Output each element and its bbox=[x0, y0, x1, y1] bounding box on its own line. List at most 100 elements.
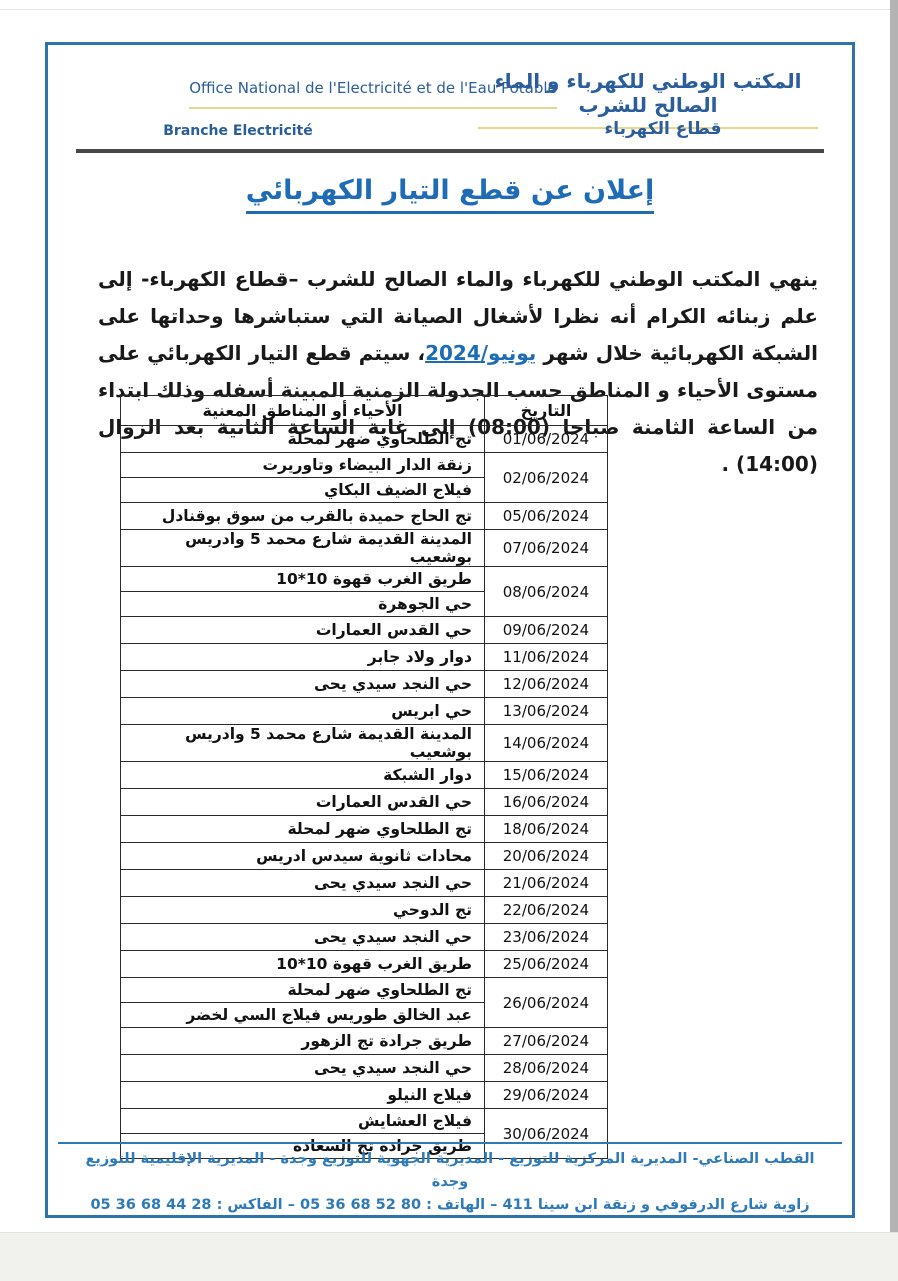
date-cell: 08/06/2024 bbox=[484, 566, 608, 617]
areas-column-header: الأحياء أو المناطق المعنية bbox=[120, 395, 485, 426]
date-cell: 29/06/2024 bbox=[484, 1081, 608, 1109]
area-cell: تج الدوحي bbox=[120, 896, 485, 924]
table-header-row: التاريخ الأحياء أو المناطق المعنية bbox=[120, 395, 608, 426]
area-cell: عبد الخالق طوريس فيلاج السي لخضر bbox=[120, 1002, 485, 1028]
table-row: فيلاج الضيف البكاي bbox=[120, 477, 608, 503]
area-cell: دوار ولاد جابر bbox=[120, 643, 485, 671]
branch-name-arabic: قطاع الكهرباء bbox=[604, 119, 722, 139]
branch-name-french: Branche Electricité bbox=[163, 123, 313, 139]
area-cell: تج الطلحاوي ضهر لمحلة bbox=[120, 815, 485, 843]
footer-fax-label: – الفاكس : bbox=[211, 1197, 300, 1213]
area-cell: فيلاج العشايش bbox=[120, 1108, 485, 1134]
footer-directorates-line: القطب الصناعي- المديرية المركزية للتوزيع… bbox=[85, 1151, 815, 1190]
date-column-header: التاريخ bbox=[484, 395, 608, 426]
table-row: 18/06/2024 تج الطلحاوي ضهر لمحلة bbox=[120, 815, 608, 843]
date-cell: 15/06/2024 bbox=[484, 761, 608, 789]
table-row: 21/06/2024 حي النجد سيدي يحى bbox=[120, 869, 608, 897]
outage-schedule-table: التاريخ الأحياء أو المناطق المعنية 01/06… bbox=[120, 395, 608, 1159]
org-name-french-text: Office National de l'Electricité et de l… bbox=[189, 79, 557, 109]
date-cell: 23/06/2024 bbox=[484, 923, 608, 951]
area-cell: فيلاج النيلو bbox=[120, 1081, 485, 1109]
area-cell: تج الطلحاوي ضهر لمحلة bbox=[120, 977, 485, 1003]
outage-table-body: 01/06/2024 تج الطلحاوي ضهر لمحلة 02/06/202… bbox=[120, 425, 608, 1159]
table-row: 05/06/2024 تج الحاج حميدة بالقرب من سوق ب… bbox=[120, 502, 608, 530]
date-cell: 16/06/2024 bbox=[484, 788, 608, 816]
area-cell: المدينة القديمة شارع محمد 5 وادريس بوشعي… bbox=[120, 529, 485, 567]
table-row: 02/06/2024 زنقة الدار البيضاء وتاوريرت bbox=[120, 452, 608, 503]
area-cell: زنقة الدار البيضاء وتاوريرت bbox=[120, 452, 485, 478]
area-cell: طريق جرادة تج الزهور bbox=[120, 1027, 485, 1055]
date-cell: 28/06/2024 bbox=[484, 1054, 608, 1082]
date-cell: 20/06/2024 bbox=[484, 842, 608, 870]
org-name-arabic: المكتب الوطني للكهرباء و الماء الصالح لل… bbox=[478, 69, 818, 129]
org-name-arabic-text: المكتب الوطني للكهرباء و الماء الصالح لل… bbox=[478, 69, 818, 129]
org-name-french: Office National de l'Electricité et de l… bbox=[123, 79, 623, 109]
date-cell: 12/06/2024 bbox=[484, 670, 608, 698]
footer: القطب الصناعي- المديرية المركزية للتوزيع… bbox=[68, 1148, 832, 1217]
page-title-text: إعلان عن قطع التيار الكهربائي bbox=[245, 175, 655, 214]
table-row: 30/06/2024 فيلاج العشايش bbox=[120, 1108, 608, 1159]
area-cell: حي النجد سيدي يحى bbox=[120, 869, 485, 897]
table-row: 20/06/2024 محادات ثانوية سيدس ادريس bbox=[120, 842, 608, 870]
table-row: 11/06/2024 دوار ولاد جابر bbox=[120, 643, 608, 671]
area-cell: طريق الغرب قهوة 10*10 bbox=[120, 950, 485, 978]
area-cell: تج الحاج حميدة بالقرب من سوق بوقنادل bbox=[120, 502, 485, 530]
area-cell: حي النجد سيدي يحى bbox=[120, 923, 485, 951]
date-cell: 18/06/2024 bbox=[484, 815, 608, 843]
date-cell: 01/06/2024 bbox=[484, 425, 608, 453]
area-cell: محادات ثانوية سيدس ادريس bbox=[120, 842, 485, 870]
table-row: 08/06/2024 طريق الغرب قهوة 10*10 bbox=[120, 566, 608, 617]
date-cell: 22/06/2024 bbox=[484, 896, 608, 924]
area-cell: فيلاج الضيف البكاي bbox=[120, 477, 485, 503]
date-cell: 13/06/2024 bbox=[484, 697, 608, 725]
date-cell: 25/06/2024 bbox=[484, 950, 608, 978]
footer-fax-number: 05 36 68 44 28 bbox=[90, 1197, 212, 1213]
date-cell: 30/06/2024 bbox=[484, 1108, 608, 1159]
footer-phone-number: 05 36 68 52 80 bbox=[300, 1197, 422, 1213]
date-cell: 07/06/2024 bbox=[484, 529, 608, 567]
area-cell: حي الجوهرة bbox=[120, 591, 485, 617]
table-row: 23/06/2024 حي النجد سيدي يحى bbox=[120, 923, 608, 951]
header-divider-rule bbox=[76, 149, 824, 153]
month-highlight: يونيو/2024 bbox=[425, 341, 537, 365]
date-cell: 09/06/2024 bbox=[484, 616, 608, 644]
table-row: 27/06/2024 طريق جرادة تج الزهور bbox=[120, 1027, 608, 1055]
area-cell: حي النجد سيدي يحى bbox=[120, 670, 485, 698]
footer-divider-rule bbox=[58, 1142, 842, 1144]
date-cell: 14/06/2024 bbox=[484, 724, 608, 762]
table-row: 13/06/2024 حي ابريس bbox=[120, 697, 608, 725]
table-row: 28/06/2024 حي النجد سيدي يحى bbox=[120, 1054, 608, 1082]
footer-address-line: زاوية شارع الدرفوفي و زنقة ابن سينا 411 … bbox=[68, 1194, 832, 1217]
page-title: إعلان عن قطع التيار الكهربائي bbox=[48, 175, 852, 214]
table-row: 26/06/2024 تج الطلحاوي ضهر لمحلة bbox=[120, 977, 608, 1028]
date-cell: 11/06/2024 bbox=[484, 643, 608, 671]
table-row: حي الجوهرة bbox=[120, 591, 608, 617]
table-row: 16/06/2024 حي القدس العمارات bbox=[120, 788, 608, 816]
table-row: طريق جرادة تج السعادة bbox=[120, 1133, 608, 1159]
area-cell: حي ابريس bbox=[120, 697, 485, 725]
table-row: 14/06/2024 المدينة القديمة شارع محمد 5 وا… bbox=[120, 724, 608, 762]
table-row: 15/06/2024 دوار الشبكة bbox=[120, 761, 608, 789]
date-cell: 21/06/2024 bbox=[484, 869, 608, 897]
area-cell: حي القدس العمارات bbox=[120, 788, 485, 816]
table-row: 09/06/2024 حي القدس العمارات bbox=[120, 616, 608, 644]
scan-edge-bottom-area bbox=[0, 1232, 898, 1281]
date-cell: 26/06/2024 bbox=[484, 977, 608, 1028]
date-cell: 27/06/2024 bbox=[484, 1027, 608, 1055]
table-row: 12/06/2024 حي النجد سيدي يحى bbox=[120, 670, 608, 698]
area-cell: طريق جرادة تج السعادة bbox=[120, 1133, 485, 1159]
scan-edge-top-line bbox=[0, 9, 898, 10]
area-cell: طريق الغرب قهوة 10*10 bbox=[120, 566, 485, 592]
announcement-paragraph: ينهي المكتب الوطني للكهرباء والماء الصال… bbox=[98, 261, 818, 483]
date-cell: 05/06/2024 bbox=[484, 502, 608, 530]
footer-address-text: زاوية شارع الدرفوفي و زنقة ابن سينا 411 … bbox=[421, 1197, 810, 1213]
table-row: 22/06/2024 تج الدوحي bbox=[120, 896, 608, 924]
table-row: 29/06/2024 فيلاج النيلو bbox=[120, 1081, 608, 1109]
scan-edge-right-strip bbox=[890, 0, 898, 1280]
paragraph-before-month: ينهي المكتب الوطني للكهرباء والماء الصال… bbox=[98, 267, 818, 365]
area-cell: حي القدس العمارات bbox=[120, 616, 485, 644]
table-row: 07/06/2024 المدينة القديمة شارع محمد 5 وا… bbox=[120, 529, 608, 567]
area-cell: دوار الشبكة bbox=[120, 761, 485, 789]
notice-page: Office National de l'Electricité et de l… bbox=[45, 42, 855, 1218]
